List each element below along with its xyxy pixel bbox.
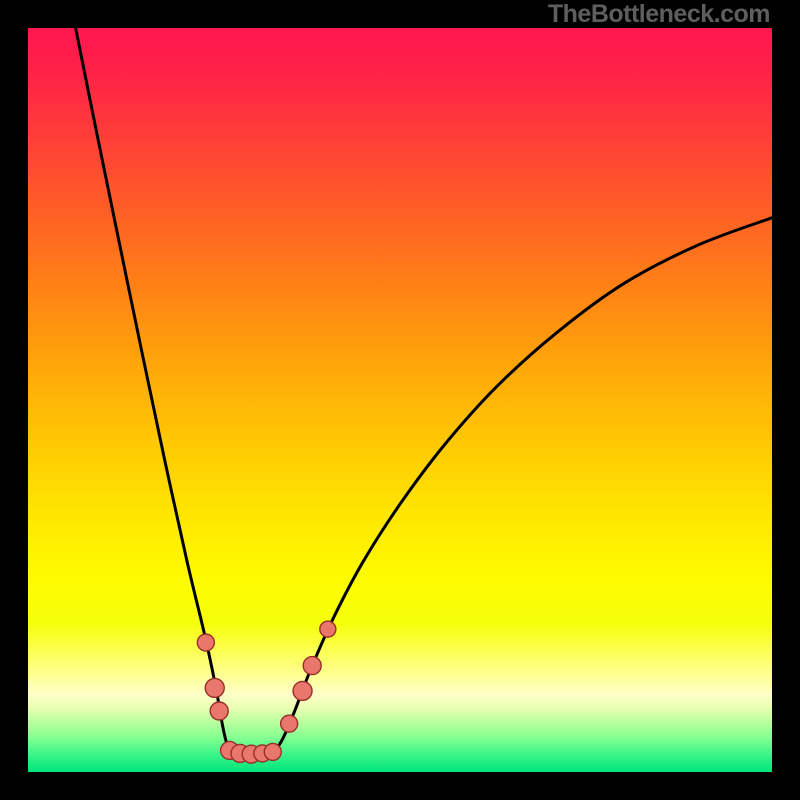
data-marker — [264, 743, 281, 760]
data-marker — [320, 621, 336, 637]
plot-area — [28, 28, 772, 772]
data-marker — [293, 681, 312, 700]
watermark-text: TheBottleneck.com — [548, 0, 770, 29]
data-marker — [281, 715, 298, 732]
data-marker — [205, 678, 224, 697]
plot-svg — [28, 28, 772, 772]
chart-canvas: TheBottleneck.com — [0, 0, 800, 800]
data-marker — [303, 657, 321, 675]
data-marker — [197, 634, 214, 651]
data-marker — [210, 702, 228, 720]
gradient-background — [28, 28, 772, 772]
